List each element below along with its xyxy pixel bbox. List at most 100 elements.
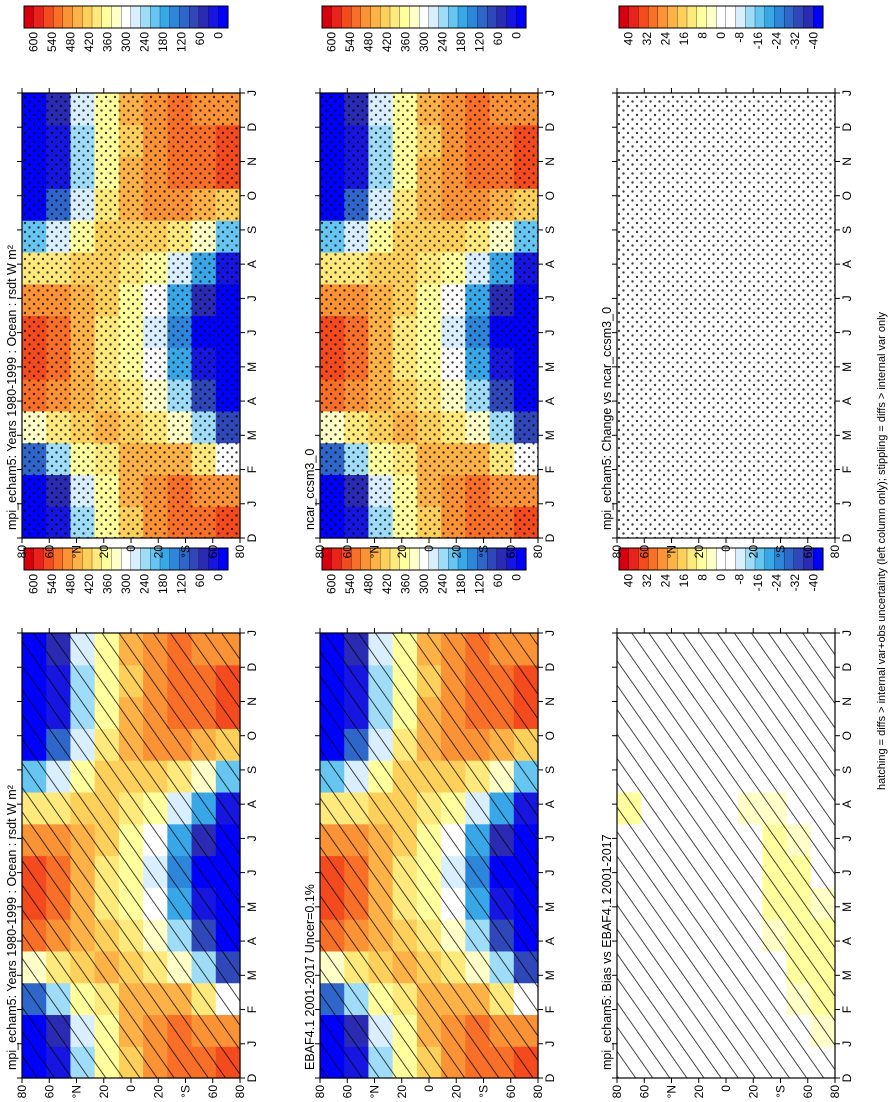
colorbar-swatch	[380, 5, 391, 29]
lat-tick-label: 60	[637, 1085, 651, 1099]
colorbar-label: -24	[770, 32, 784, 50]
hatching-overlay	[22, 633, 240, 1078]
month-tick-label: J	[840, 501, 854, 507]
colorbar-swatch	[696, 5, 707, 29]
colorbar-swatch	[677, 547, 688, 571]
lat-tick-label: 20	[692, 1085, 706, 1099]
colorbar-label: 600	[324, 32, 338, 52]
lat-tick-label: 60	[504, 1085, 518, 1099]
month-tick-label: J	[245, 835, 259, 841]
lat-tick-label: 80	[15, 545, 29, 559]
colorbar-label: 60	[491, 574, 505, 588]
month-tick-label: J	[245, 330, 259, 336]
lat-tick-label: 80	[313, 545, 327, 559]
month-tick-label: F	[245, 1006, 259, 1013]
lat-tick-label: 20	[692, 545, 706, 559]
lat-tick-label: 0	[719, 1085, 733, 1092]
colorbar-swatch	[159, 5, 171, 29]
colorbar-label: 540	[343, 32, 357, 52]
colorbar-swatch	[628, 5, 639, 29]
month-tick-label: J	[245, 1041, 259, 1047]
month-tick-label: D	[840, 533, 854, 542]
month-tick-label: F	[245, 466, 259, 473]
colorbar-label: -8	[733, 574, 747, 585]
month-tick-label: J	[543, 870, 557, 876]
colorbar-swatch	[82, 5, 93, 29]
colorbar-label: -32	[788, 574, 802, 592]
lat-tick-label: °S	[774, 545, 788, 558]
lat-tick-label: °N	[665, 545, 679, 558]
colorbar-swatch	[360, 5, 372, 29]
panel-right-bottom: 80 60 °N 20 0 20 °S 60 80DJFMAMJJASONDJmpi_echam…	[600, 5, 854, 559]
colorbar-swatch	[341, 5, 352, 29]
month-tick-label: D	[245, 533, 259, 542]
colorbar-swatch	[467, 5, 478, 29]
colorbar-label: 360	[100, 32, 114, 52]
month-tick-label: S	[840, 766, 854, 774]
colorbar-label: 480	[63, 32, 77, 52]
month-tick-label: A	[245, 260, 259, 268]
month-tick-label: J	[840, 835, 854, 841]
lat-tick-label: 0	[422, 545, 436, 552]
colorbar-label: 180	[156, 574, 170, 594]
colorbar-swatch	[111, 5, 122, 29]
panel-title: mpi_echam5: Years 1980-1999 : Ocean : rs…	[5, 245, 19, 530]
month-tick-label: A	[245, 800, 259, 808]
month-tick-label: A	[245, 937, 259, 945]
month-tick-label: N	[543, 157, 557, 166]
panel-title: mpi_echam5: Bias vs EBAF4.1 2001-2017	[600, 834, 614, 1070]
month-tick-label: J	[840, 870, 854, 876]
colorbar-swatch	[754, 5, 766, 29]
colorbar-label: 24	[658, 574, 672, 588]
colorbar-swatch	[409, 547, 420, 571]
colorbar-swatch	[774, 5, 785, 29]
lat-tick-label: 20	[395, 545, 409, 559]
colorbar-swatch	[783, 5, 795, 29]
lat-tick-label: 60	[637, 545, 651, 559]
panel-left-bottom: 80 60 °N 20 0 20 °S 60 80DJFMAMJJASONDJmpi_echam…	[600, 547, 854, 1099]
lat-tick-label: 20	[395, 1085, 409, 1099]
colorbar-swatch	[745, 5, 756, 29]
month-tick-label: A	[840, 260, 854, 268]
colorbar-swatch	[706, 5, 717, 29]
colorbar-swatch	[677, 5, 688, 29]
colorbar-label: -16	[751, 574, 765, 592]
colorbar-swatch	[618, 5, 630, 29]
month-tick-label: N	[840, 157, 854, 166]
colorbar-swatch	[169, 5, 180, 29]
panel-right-top: 80 60 °N 20 0 20 °S 60 80 D J F M A M J J A S O N D Jmpi_echam…	[5, 5, 259, 559]
colorbar-swatch	[331, 5, 342, 29]
lat-tick-label: °N	[70, 545, 84, 558]
colorbar-label: 360	[100, 574, 114, 594]
colorbar-swatch	[735, 547, 746, 571]
colorbar-swatch	[647, 5, 659, 29]
colorbar-label: 120	[175, 32, 189, 52]
month-tick-label: J	[245, 295, 259, 301]
colorbar-swatch	[813, 5, 824, 29]
colorbar-swatch	[62, 5, 74, 29]
colorbar-swatch	[399, 5, 410, 29]
month-tick-label: J	[543, 90, 557, 96]
month-tick-label: J	[245, 870, 259, 876]
colorbar-swatch	[418, 5, 430, 29]
month-tick-label: D	[543, 533, 557, 542]
colorbar-label: 32	[640, 32, 654, 46]
month-tick-label: A	[543, 397, 557, 405]
lat-tick-label: 80	[531, 1085, 545, 1099]
colorbar-label: 32	[640, 574, 654, 588]
lat-tick-label: °N	[368, 1085, 382, 1098]
month-tick-label: F	[840, 1006, 854, 1013]
month-tick-label: J	[840, 630, 854, 636]
lat-tick-label: °N	[70, 1085, 84, 1098]
colorbar-label: 300	[417, 574, 431, 594]
colorbar-label: 360	[398, 32, 412, 52]
colorbar-swatch	[516, 5, 527, 29]
month-tick-label: J	[245, 630, 259, 636]
month-tick-label: J	[543, 630, 557, 636]
colorbar-swatch	[477, 5, 488, 29]
colorbar-label: 24	[658, 32, 672, 46]
lat-tick-label: 20	[449, 545, 463, 559]
panel-right-middle: 80 60 °N 20 0 20 °S 60 80 D J F M A M J J A S O N D Jncar_ccsm…	[303, 5, 557, 559]
month-tick-label: J	[245, 501, 259, 507]
hatching-overlay	[617, 633, 835, 1078]
